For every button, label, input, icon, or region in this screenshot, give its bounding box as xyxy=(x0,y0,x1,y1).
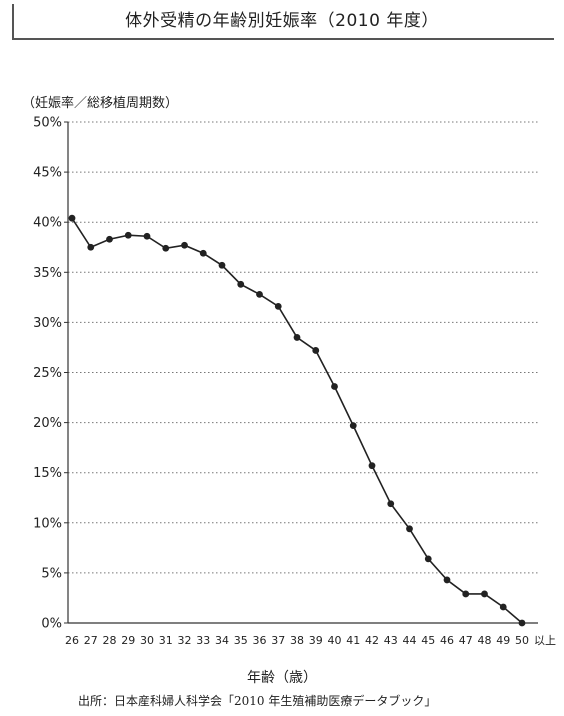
x-tick-label: 28 xyxy=(103,634,117,647)
x-tick-label: 33 xyxy=(196,634,210,647)
data-point xyxy=(106,235,113,243)
x-tick-label: 35 xyxy=(234,634,248,647)
x-tick-label: 27 xyxy=(84,634,98,647)
x-tick-label: 34 xyxy=(215,634,229,647)
y-tick-label: 35% xyxy=(33,266,62,281)
x-tick-label: 41 xyxy=(346,634,360,647)
x-tick-label: 45 xyxy=(421,634,435,647)
x-tick-suffix: 以上 xyxy=(534,634,556,647)
data-point xyxy=(481,590,488,598)
data-point xyxy=(274,302,282,310)
data-point xyxy=(87,243,95,251)
data-point xyxy=(312,347,320,354)
x-tick-label: 46 xyxy=(440,634,454,647)
x-tick-label: 37 xyxy=(271,634,285,647)
x-tick-label: 40 xyxy=(328,634,342,647)
data-point xyxy=(424,555,432,563)
x-tick-label: 29 xyxy=(121,634,135,647)
data-point xyxy=(443,576,451,584)
data-point xyxy=(406,525,413,533)
data-point xyxy=(199,249,207,257)
x-tick-label: 50 xyxy=(515,634,529,647)
x-tick-label: 32 xyxy=(178,634,192,647)
y-tick-label: 50% xyxy=(33,116,62,131)
series-line xyxy=(71,217,523,624)
x-tick-label: 36 xyxy=(253,634,267,647)
data-point xyxy=(462,590,470,598)
x-tick-label: 38 xyxy=(290,634,304,647)
y-tick-label: 25% xyxy=(33,366,62,381)
data-point xyxy=(162,244,170,252)
y-tick-label: 5% xyxy=(41,566,62,581)
x-tick-label: 26 xyxy=(65,634,79,647)
data-point xyxy=(368,462,376,470)
y-tick-label: 0% xyxy=(41,617,62,632)
x-axis-label: 年齢（歳） xyxy=(247,670,317,686)
data-point xyxy=(68,214,76,222)
data-point xyxy=(124,231,132,239)
x-tick-label: 43 xyxy=(384,634,398,647)
data-point xyxy=(143,232,151,240)
data-point xyxy=(387,500,395,508)
y-axis-label: （妊娠率／総移植周期数） xyxy=(22,96,179,111)
data-point xyxy=(256,290,263,298)
chart-area: 0% 5% 10% 15% 20% 25% 30% 35% 40% 45% 50% 26 27 28 29 3… xyxy=(33,116,556,648)
chart-title: 体外受精の年齢別妊娠率（2010 年度） xyxy=(125,11,439,31)
x-tick-label: 44 xyxy=(403,634,417,647)
data-point xyxy=(218,261,226,269)
data-point xyxy=(331,383,338,390)
data-point xyxy=(349,422,357,430)
data-point xyxy=(518,619,526,627)
y-tick-label: 30% xyxy=(33,316,62,331)
x-tick-label: 31 xyxy=(159,634,173,647)
data-point xyxy=(499,603,507,611)
y-tick-label: 40% xyxy=(33,216,62,231)
x-tick-label: 48 xyxy=(478,634,492,647)
y-tick-label: 45% xyxy=(33,166,62,181)
x-tick-label: 47 xyxy=(459,634,473,647)
x-tick-label: 49 xyxy=(496,634,510,647)
x-tick-label: 42 xyxy=(365,634,379,647)
y-tick-label: 15% xyxy=(33,466,62,481)
y-tick-label: 10% xyxy=(33,516,62,531)
data-point xyxy=(293,334,301,341)
x-tick-label: 39 xyxy=(309,634,323,647)
data-point xyxy=(237,280,245,288)
data-point xyxy=(181,241,188,249)
source-note: 出所：日本産科婦人科学会「2010 年生殖補助医療データブック」 xyxy=(78,694,437,708)
x-tick-label: 30 xyxy=(140,634,154,647)
title-frame xyxy=(12,4,554,40)
y-tick-label: 20% xyxy=(33,416,62,431)
